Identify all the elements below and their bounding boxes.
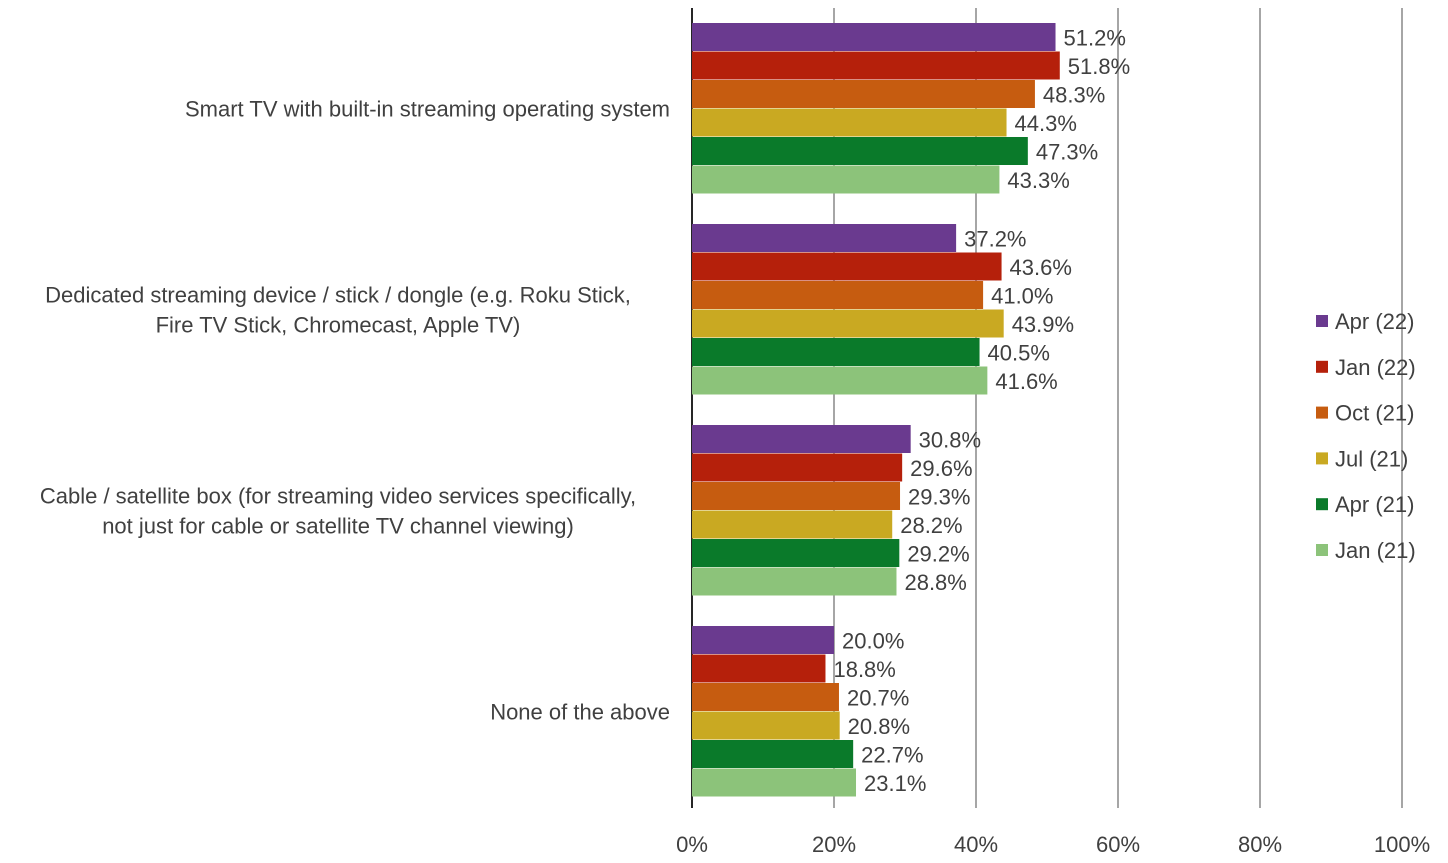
- data-label: 29.6%: [910, 456, 972, 481]
- bar: [692, 425, 911, 453]
- bar: [692, 567, 897, 596]
- data-label: 43.3%: [1007, 168, 1069, 193]
- bar: [692, 338, 980, 366]
- bar: [692, 740, 854, 768]
- data-label: 29.2%: [907, 541, 969, 566]
- category-label: Smart TV with built-in streaming operati…: [185, 97, 670, 122]
- category-label: Dedicated streaming device / stick / don…: [45, 283, 631, 338]
- bar: [692, 137, 1028, 165]
- data-label: 28.8%: [904, 570, 966, 595]
- legend-swatch: [1316, 315, 1328, 327]
- legend-swatch: [1316, 452, 1328, 465]
- data-label: 30.8%: [919, 427, 981, 452]
- legend-swatch: [1316, 360, 1328, 373]
- data-label: 51.2%: [1064, 25, 1126, 50]
- data-label: 20.0%: [842, 628, 904, 653]
- bar: [692, 252, 1002, 281]
- legend-label: Apr (22): [1335, 309, 1414, 334]
- data-label: 43.9%: [1012, 312, 1074, 337]
- bar: [692, 683, 839, 711]
- data-label: 23.1%: [864, 771, 926, 796]
- bar: [692, 366, 988, 395]
- bar: [692, 539, 900, 567]
- data-label: 20.8%: [848, 714, 910, 739]
- data-label: 22.7%: [861, 742, 923, 767]
- legend: Apr (22) Jan (22) Oct (21) Jul (21) Apr (21)…: [1316, 309, 1416, 563]
- data-label: 29.3%: [908, 484, 970, 509]
- x-tick-label: 60%: [1096, 832, 1140, 857]
- data-label: 41.6%: [995, 369, 1057, 394]
- category-labels: Smart TV with built-in streaming operati…: [40, 97, 670, 725]
- bar: [692, 224, 957, 252]
- bar: [692, 768, 857, 797]
- x-tick-label: 100%: [1374, 832, 1430, 857]
- x-tick-label: 20%: [812, 832, 856, 857]
- legend-label: Jul (21): [1335, 446, 1408, 471]
- legend-label: Jan (22): [1335, 355, 1416, 380]
- bar: [692, 482, 901, 510]
- bar: [692, 23, 1056, 51]
- legend-label: Jan (21): [1335, 538, 1416, 563]
- x-tick-label: 0%: [676, 832, 708, 857]
- data-label: 20.7%: [847, 685, 909, 710]
- data-label: 37.2%: [964, 226, 1026, 251]
- category-label: Cable / satellite box (for streaming vid…: [40, 484, 636, 539]
- bars: [692, 23, 1060, 797]
- legend-swatch: [1316, 498, 1328, 511]
- legend-swatch: [1316, 544, 1328, 556]
- x-tick-label: 80%: [1238, 832, 1282, 857]
- data-label: 28.2%: [900, 513, 962, 538]
- data-label: 43.6%: [1010, 255, 1072, 280]
- legend-label: Apr (21): [1335, 492, 1414, 517]
- x-tick-label: 40%: [954, 832, 998, 857]
- data-label: 47.3%: [1036, 139, 1098, 164]
- bar: [692, 309, 1004, 338]
- legend-swatch: [1316, 406, 1328, 419]
- data-label: 44.3%: [1015, 111, 1077, 136]
- data-label: 48.3%: [1043, 82, 1105, 107]
- data-label: 41.0%: [991, 283, 1053, 308]
- bar: [692, 711, 840, 740]
- bar: [692, 453, 903, 482]
- data-label: 40.5%: [988, 340, 1050, 365]
- bar: [692, 51, 1060, 80]
- bar: [692, 510, 893, 539]
- data-labels: 51.2% 51.8% 48.3% 44.3% 47.3% 43.3% 37.2% 43.6%…: [833, 25, 1130, 796]
- bar: [692, 80, 1035, 108]
- data-label: 51.8%: [1068, 54, 1130, 79]
- legend-label: Oct (21): [1335, 401, 1414, 426]
- category-label: None of the above: [490, 700, 670, 725]
- bar: [692, 281, 984, 309]
- bar: [692, 108, 1007, 137]
- bar: [692, 626, 834, 654]
- data-label: 18.8%: [833, 657, 895, 682]
- bar: [692, 165, 1000, 194]
- bar: [692, 654, 826, 683]
- x-axis-tick-labels: 0% 20% 40% 60% 80% 100%: [676, 832, 1430, 857]
